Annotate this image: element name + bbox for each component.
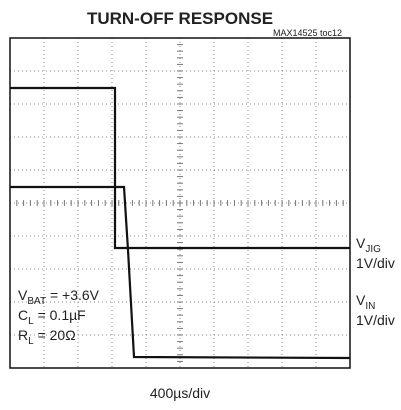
- condition-label: RL = 20Ω: [18, 327, 76, 347]
- vin-trace: [10, 185, 351, 360]
- trace-scale: 1V/div: [356, 255, 395, 271]
- symbol: V: [356, 235, 366, 251]
- subscript: BAT: [27, 296, 46, 307]
- subscript: IN: [365, 301, 375, 312]
- condition-value: = 20Ω: [34, 327, 76, 343]
- title: TURN-OFF RESPONSE: [87, 9, 273, 28]
- symbol: C: [18, 307, 28, 323]
- scope-grid: [9, 37, 351, 369]
- subscript: L: [28, 336, 34, 347]
- time-scale: 400µs/div: [150, 385, 210, 401]
- vjig-trace: [10, 86, 350, 250]
- trace-scale: 1V/div: [356, 312, 395, 328]
- figure-id: MAX14525 toc12: [273, 28, 342, 38]
- condition-label: CL = 0.1µF: [18, 307, 86, 327]
- subscript: L: [28, 316, 34, 327]
- condition-label: VBAT = +3.6V: [18, 287, 100, 307]
- symbol: V: [18, 287, 28, 303]
- trace-label: VJIG: [356, 235, 381, 255]
- condition-value: = +3.6V: [46, 287, 100, 303]
- symbol: V: [356, 292, 366, 308]
- scope-frame: [9, 37, 351, 369]
- trace-label: VIN: [356, 292, 375, 312]
- symbol: R: [18, 327, 28, 343]
- condition-value: = 0.1µF: [34, 307, 86, 323]
- subscript: JIG: [365, 244, 381, 255]
